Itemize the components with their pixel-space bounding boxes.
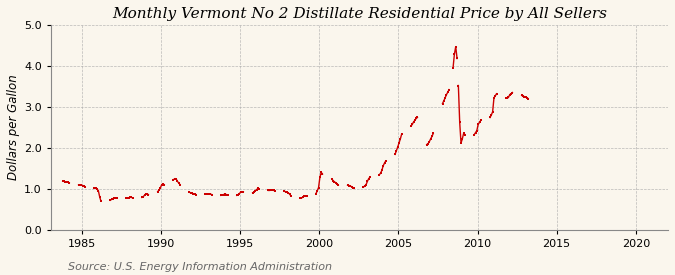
Y-axis label: Dollars per Gallon: Dollars per Gallon (7, 75, 20, 180)
Title: Monthly Vermont No 2 Distillate Residential Price by All Sellers: Monthly Vermont No 2 Distillate Resident… (112, 7, 607, 21)
Text: Source: U.S. Energy Information Administration: Source: U.S. Energy Information Administ… (68, 262, 331, 272)
